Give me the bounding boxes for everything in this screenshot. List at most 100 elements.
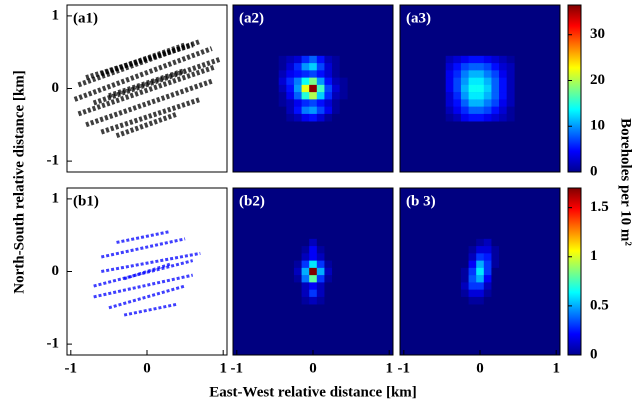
heatmap-cell [476, 267, 485, 276]
heatmap-cell [506, 55, 515, 64]
panel-frame [567, 4, 582, 173]
heatmap-cell [278, 70, 287, 78]
heatmap-cell [301, 99, 310, 107]
y-tick-label: 0 [52, 263, 60, 279]
heatmap-cell [332, 55, 340, 64]
heatmap-cell [453, 77, 462, 86]
heatmap-cell [468, 289, 477, 298]
heatmap-cell [278, 296, 287, 305]
heatmap-cell [339, 238, 348, 247]
heatmap-cell [309, 275, 318, 283]
borehole-trace [93, 259, 194, 288]
colorbar-tick-label: 0 [590, 346, 598, 362]
colorbar-label: Boreholes per 10 m² [618, 118, 634, 246]
heatmap-cell [339, 246, 348, 254]
heatmap-cell [491, 289, 500, 298]
heatmap-cell [460, 238, 469, 247]
heatmap-cell [506, 253, 515, 261]
heatmap-cell [491, 282, 500, 290]
heatmap-cell [468, 63, 477, 71]
heatmap-cell [309, 113, 318, 122]
heatmap-cell [301, 275, 310, 283]
panel-label: (b2) [239, 193, 265, 209]
borehole-trace [116, 230, 171, 244]
heatmap-cell [324, 99, 333, 107]
heatmap-cell [324, 260, 333, 269]
heatmap-cell [476, 63, 485, 71]
heatmap-cell [499, 55, 507, 64]
heatmap-cell [293, 92, 302, 100]
heatmap-cell [499, 275, 507, 283]
heatmap-cell [316, 92, 325, 100]
heatmap-cell [339, 92, 348, 100]
heatmap-cell [460, 106, 469, 115]
heatmap-cell [460, 260, 469, 269]
heatmap-cell [468, 282, 477, 290]
y-axis-label: North-South relative distance [km] [11, 70, 27, 293]
heatmap-cell [460, 70, 469, 78]
heatmap-cell [316, 70, 325, 78]
borehole-trace [85, 42, 194, 80]
heatmap-cell [278, 253, 287, 261]
heatmap-cell [324, 289, 333, 298]
borehole-trace [85, 78, 213, 128]
heatmap-cell [293, 70, 302, 78]
heatmap-cell [301, 106, 310, 115]
borehole-trace [123, 302, 178, 317]
borehole-trace [93, 273, 194, 299]
heatmap-cell [332, 99, 340, 107]
heatmap-cell [286, 275, 295, 283]
heatmap-cell [309, 289, 318, 298]
heatmap-cell [332, 296, 340, 305]
heatmap-cell [301, 289, 310, 298]
heatmap-cell [339, 99, 348, 107]
heatmap-cell [339, 70, 348, 78]
x-tick-label: 0 [476, 360, 484, 376]
heatmap-cell [491, 92, 500, 100]
heatmap-cell [453, 55, 462, 64]
borehole-trace [108, 284, 186, 310]
heatmap-cell [483, 246, 492, 254]
heatmap-cell [293, 275, 302, 283]
heatmap-cell [468, 253, 477, 261]
heatmap-cell [324, 63, 333, 71]
heatmap-cell [332, 63, 340, 71]
x-tick-label: 0 [309, 360, 317, 376]
heatmap-cell [339, 267, 348, 276]
heatmap-cell [506, 260, 515, 269]
heatmap-cell [453, 289, 462, 298]
borehole-trace [100, 237, 186, 259]
heatmap-cell [286, 282, 295, 290]
heatmap-cell [309, 77, 318, 86]
heatmap-cell [316, 253, 325, 261]
heatmap-cell [286, 113, 295, 122]
heatmap-cell [499, 113, 507, 122]
heatmap-cell [339, 106, 348, 115]
heatmap-cell [453, 63, 462, 71]
heatmap-cell [316, 113, 325, 122]
borehole-trace [100, 97, 202, 135]
heatmap-cell [316, 238, 325, 247]
heatmap-cell [301, 246, 310, 254]
heatmap-cell [453, 92, 462, 100]
y-tick-label: 1 [52, 190, 60, 206]
heatmap-cell [324, 84, 333, 93]
heatmap-cell [316, 106, 325, 115]
heatmap-cell [278, 77, 287, 86]
heatmap-cell [468, 267, 477, 276]
heatmap-cell [483, 92, 492, 100]
heatmap-cell [453, 275, 462, 283]
heatmap-cell [293, 260, 302, 269]
colorbar-gradient [568, 5, 581, 172]
heatmap-cell [324, 253, 333, 261]
heatmap-cell [468, 92, 477, 100]
colorbar-tick-label: 20 [590, 72, 605, 88]
heatmap-cell [278, 63, 287, 71]
heatmap-cell [499, 70, 507, 78]
heatmap-cell [483, 238, 492, 247]
heatmap-cell [499, 84, 507, 93]
heatmap-cell [491, 106, 500, 115]
heatmap-cell [445, 238, 454, 247]
heatmap-cell [339, 253, 348, 261]
heatmap-cell [278, 238, 287, 247]
